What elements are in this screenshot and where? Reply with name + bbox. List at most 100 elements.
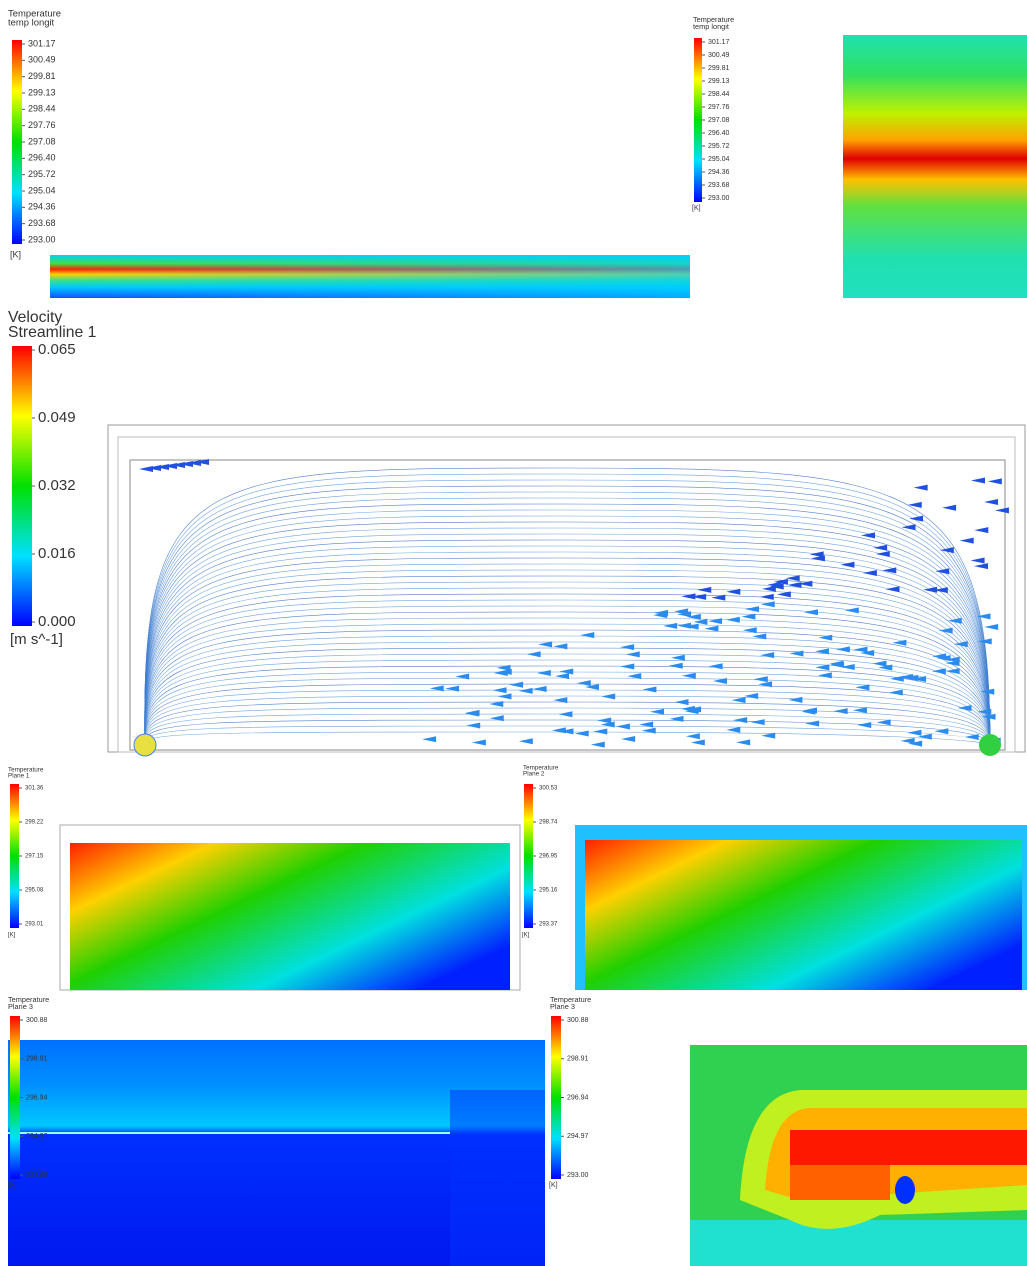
velocity-arrow bbox=[741, 613, 756, 620]
velocity-arrow bbox=[752, 633, 767, 640]
velocity-arrow bbox=[576, 680, 591, 687]
colorbar bbox=[524, 784, 533, 928]
velocity-arrow bbox=[875, 550, 890, 557]
colorbar-label: 0.049 bbox=[38, 409, 76, 426]
streamline bbox=[144, 467, 991, 746]
velocity-arrow bbox=[690, 739, 705, 746]
streamline bbox=[144, 701, 991, 746]
velocity-arrow bbox=[147, 465, 161, 471]
velocity-arrow bbox=[787, 582, 802, 589]
velocity-arrow bbox=[725, 616, 740, 623]
colorbar-label: 294.36 bbox=[28, 202, 56, 212]
streamline bbox=[144, 605, 991, 746]
velocity-arrow bbox=[913, 484, 928, 491]
velocity-arrow bbox=[855, 684, 870, 691]
colorbar-label: 299.13 bbox=[708, 78, 730, 85]
streamline bbox=[144, 731, 991, 746]
streamline bbox=[144, 719, 991, 746]
colorbar-label: 295.16 bbox=[539, 888, 558, 894]
velocity-arrow bbox=[641, 727, 656, 734]
velocity-arrow bbox=[970, 477, 985, 484]
velocity-arrow bbox=[760, 601, 775, 608]
streamline bbox=[144, 581, 991, 746]
velocity-arrow bbox=[489, 715, 504, 722]
colorbar-label: 295.04 bbox=[708, 156, 730, 163]
streamline bbox=[144, 653, 991, 746]
colorbar-label: 296.40 bbox=[708, 130, 730, 137]
colorbar bbox=[12, 40, 22, 244]
velocity-arrow bbox=[844, 607, 859, 614]
velocity-arrow bbox=[907, 729, 922, 736]
velocity-arrow bbox=[933, 587, 948, 594]
velocity-arrow bbox=[773, 578, 788, 585]
velocity-arrow bbox=[670, 654, 685, 661]
streamline bbox=[144, 533, 991, 746]
streamline bbox=[144, 527, 991, 746]
streamline bbox=[144, 563, 991, 746]
plane3-detail bbox=[690, 1045, 1027, 1266]
velocity-arrow bbox=[840, 561, 855, 568]
velocity-arrow bbox=[580, 632, 595, 639]
streamline bbox=[144, 569, 991, 746]
velocity-arrow bbox=[687, 706, 702, 713]
colorbar bbox=[10, 1016, 20, 1179]
colorbar-label: 293.68 bbox=[28, 218, 56, 228]
streamline bbox=[144, 599, 991, 746]
legend-unit: [m s^-1] bbox=[10, 631, 63, 648]
inlet bbox=[133, 733, 157, 757]
velocity-arrow bbox=[455, 673, 470, 680]
velocity-arrow bbox=[814, 648, 829, 655]
velocity-arrow bbox=[753, 676, 768, 683]
velocity-arrow bbox=[974, 563, 989, 570]
legend-title: Temperature bbox=[8, 9, 61, 20]
outlet bbox=[979, 734, 1001, 756]
streamline bbox=[144, 545, 991, 746]
velocity-arrow bbox=[745, 606, 760, 613]
legend-title: Velocity bbox=[8, 309, 62, 326]
velocity-arrow bbox=[803, 609, 818, 616]
colorbar bbox=[12, 346, 32, 626]
velocity-arrow bbox=[532, 685, 547, 692]
velocity-arrow bbox=[600, 721, 615, 728]
velocity-arrow bbox=[742, 627, 757, 634]
velocity-arrow bbox=[942, 504, 957, 511]
colorbar-label: 297.76 bbox=[28, 120, 56, 130]
velocity-arrow bbox=[923, 586, 938, 593]
velocity-arrow bbox=[761, 732, 776, 739]
velocity-arrow bbox=[818, 634, 833, 641]
colorbar-label: 299.22 bbox=[25, 820, 44, 826]
colorbar-label: 293.00 bbox=[708, 195, 730, 202]
velocity-arrow bbox=[776, 591, 791, 598]
velocity-arrow bbox=[593, 728, 608, 735]
velocity-arrow bbox=[697, 586, 712, 593]
colorbar-label: 295.72 bbox=[708, 143, 730, 150]
velocity-arrow bbox=[789, 650, 804, 657]
colorbar-label: 296.40 bbox=[28, 153, 56, 163]
velocity-arrow bbox=[750, 719, 765, 726]
velocity-arrow bbox=[187, 460, 201, 466]
velocity-arrow bbox=[693, 618, 708, 625]
velocity-arrow bbox=[464, 710, 479, 717]
streamline bbox=[144, 485, 991, 746]
streamline bbox=[144, 617, 991, 746]
velocity-arrow bbox=[574, 730, 589, 737]
velocity-arrow bbox=[974, 527, 989, 534]
streamline bbox=[144, 539, 991, 746]
velocity-arrow bbox=[835, 646, 850, 653]
velocity-arrow bbox=[953, 641, 968, 648]
velocity-arrow bbox=[681, 672, 696, 679]
streamlines bbox=[139, 459, 1009, 748]
legend-title: Temperature bbox=[550, 995, 591, 1004]
velocity-arrow bbox=[685, 733, 700, 740]
streamline bbox=[144, 503, 991, 746]
velocity-arrow bbox=[912, 676, 927, 683]
velocity-arrow bbox=[650, 708, 665, 715]
legend-subtitle: Plane 1 bbox=[8, 773, 30, 780]
velocity-arrow bbox=[984, 498, 999, 505]
colorbar-label: 298.91 bbox=[26, 1056, 48, 1063]
colorbar-label: 293.01 bbox=[25, 922, 44, 928]
velocity-arrow bbox=[597, 717, 612, 724]
velocity-arrow bbox=[888, 689, 903, 696]
velocity-arrow bbox=[489, 700, 504, 707]
